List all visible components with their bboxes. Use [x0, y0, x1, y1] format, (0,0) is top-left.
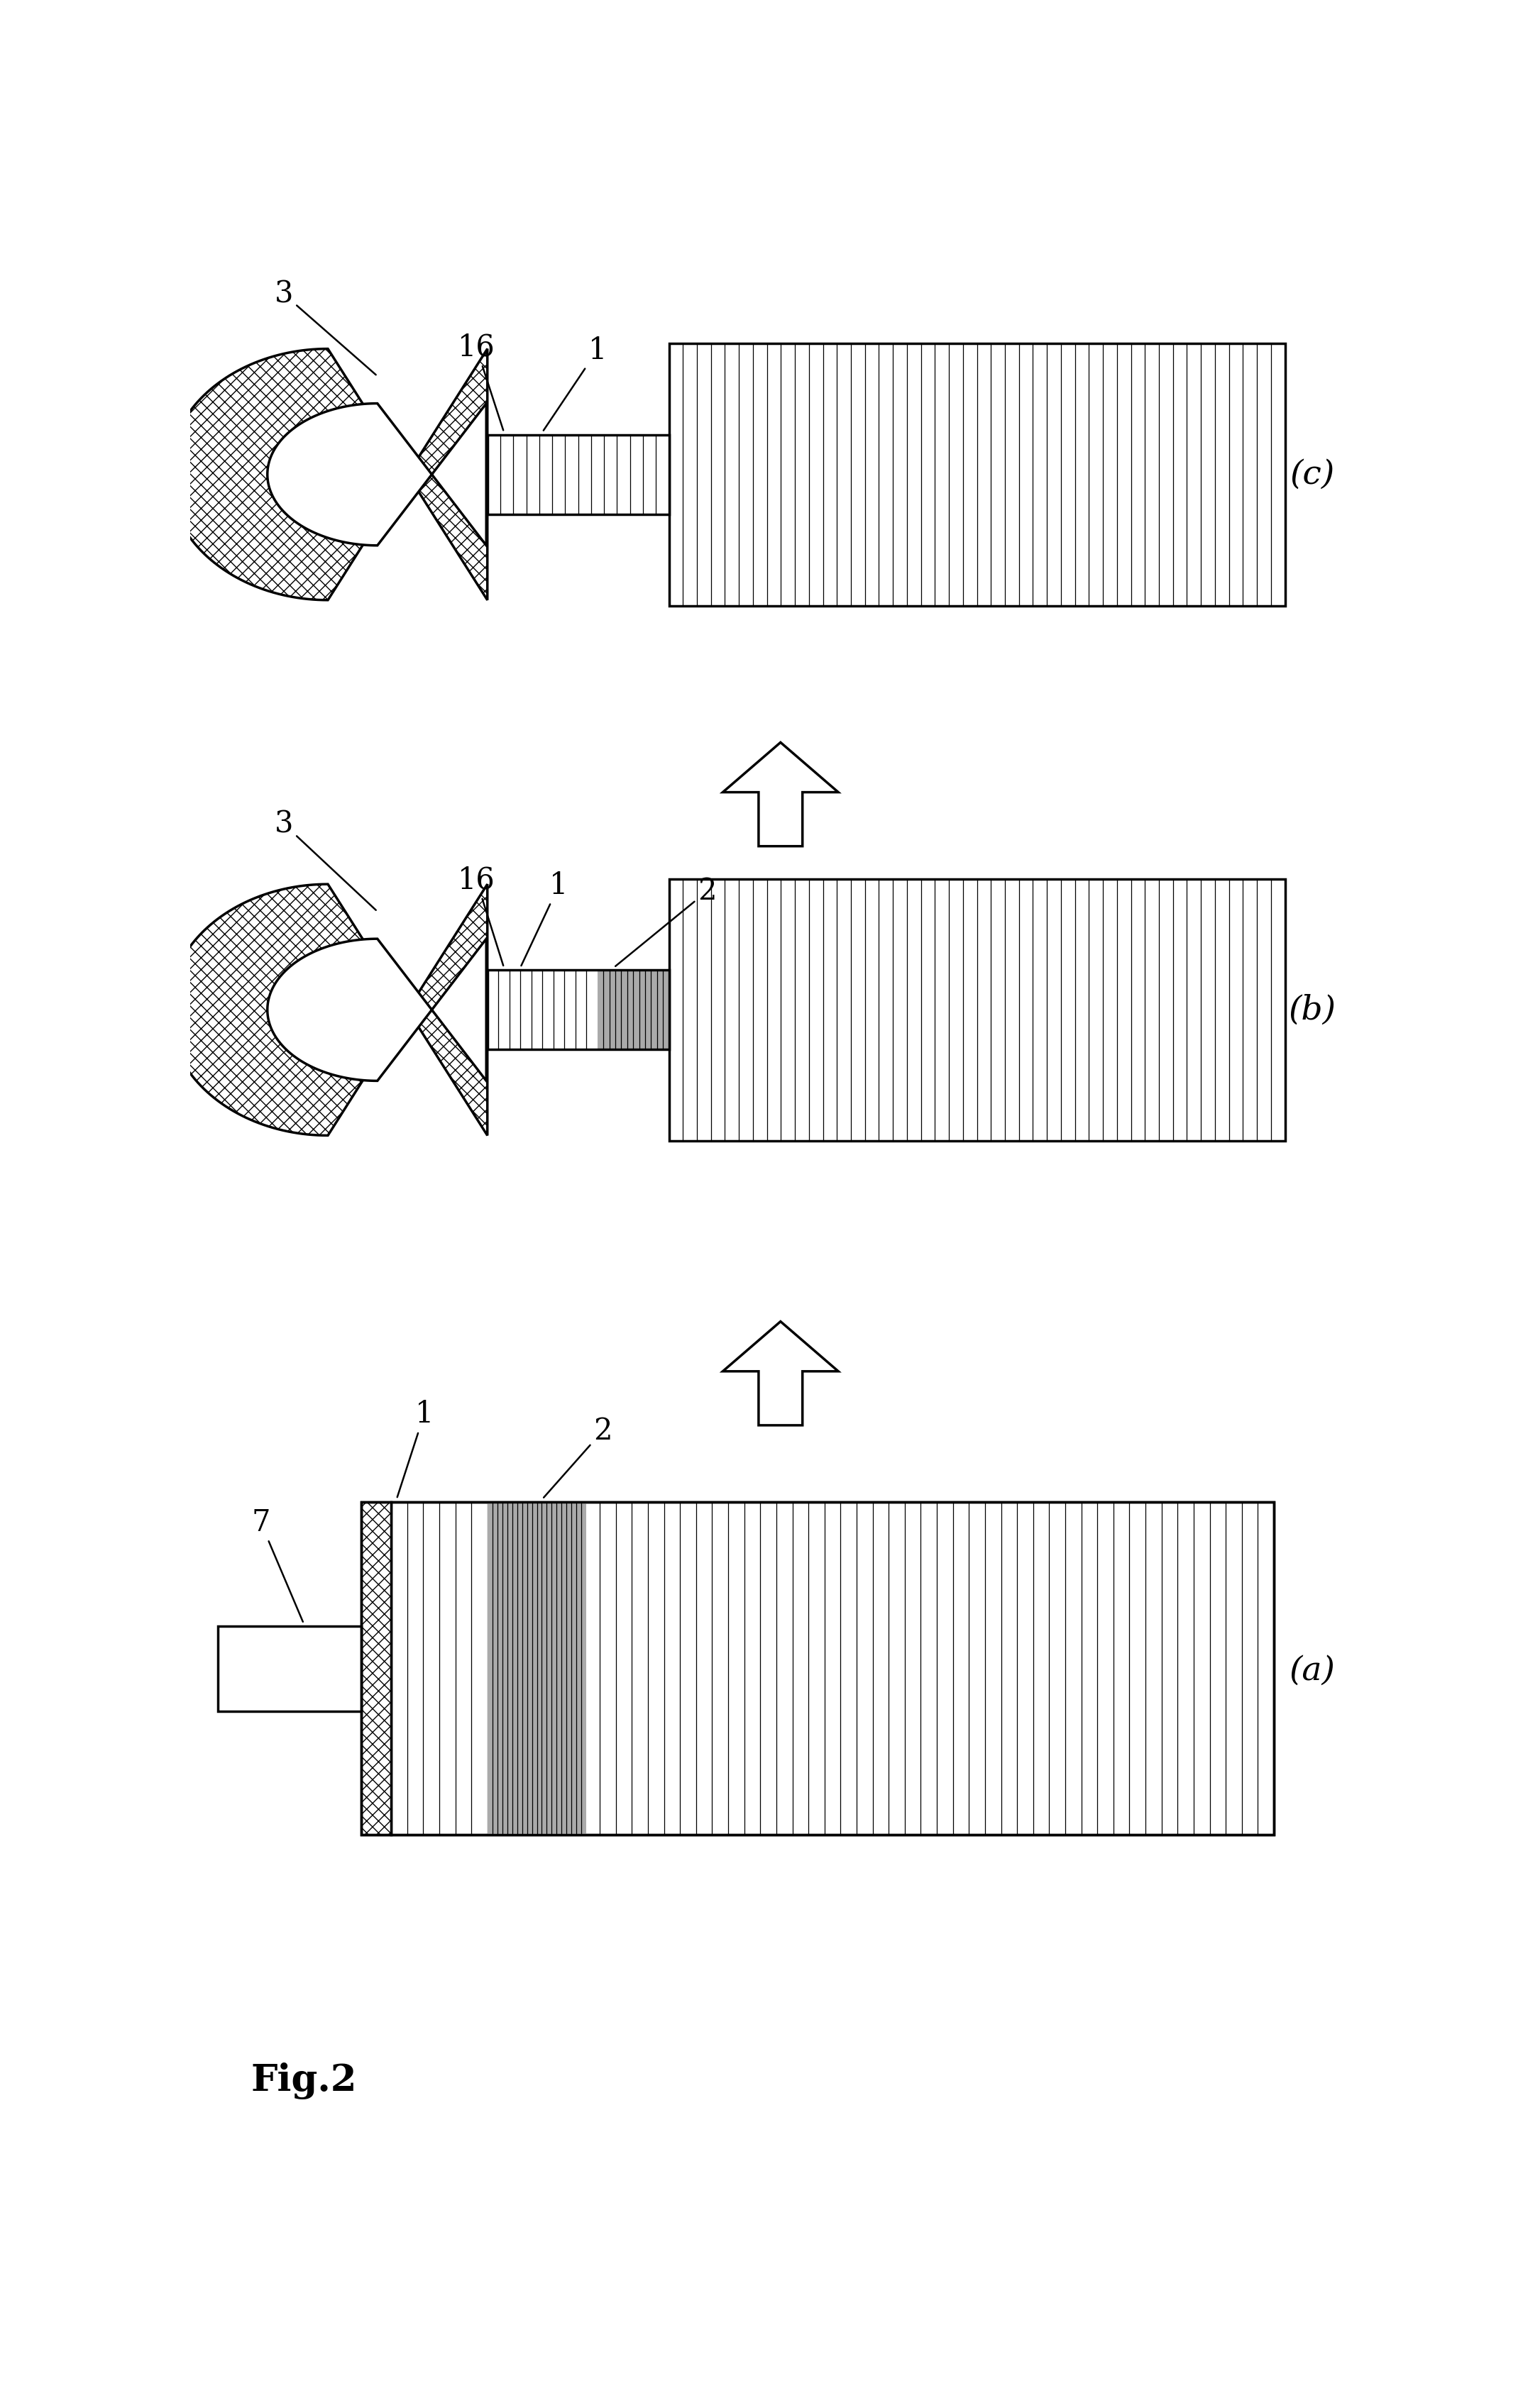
Bar [487, 970, 669, 1050]
Polygon shape [268, 405, 486, 547]
Bar [669, 344, 1285, 607]
Bar [361, 1503, 391, 1835]
Polygon shape [268, 939, 486, 1081]
Text: 2: 2 [615, 877, 717, 966]
Text: 16: 16 [458, 332, 503, 431]
Text: (a): (a) [1290, 1654, 1336, 1688]
Text: 2: 2 [544, 1416, 612, 1498]
Text: (b): (b) [1288, 995, 1336, 1026]
Text: 1: 1 [544, 335, 606, 431]
Bar [669, 879, 1285, 1141]
Polygon shape [169, 884, 487, 1137]
Text: (c): (c) [1290, 458, 1334, 491]
Polygon shape [723, 1322, 838, 1426]
Bar [361, 1503, 1273, 1835]
Text: 1: 1 [398, 1399, 434, 1498]
Text: 3: 3 [274, 279, 376, 376]
Bar [487, 436, 669, 513]
Bar [218, 1625, 361, 1712]
Bar [487, 970, 597, 1050]
Bar [487, 1503, 586, 1835]
Bar [391, 1503, 1273, 1835]
Text: Fig.2: Fig.2 [251, 2061, 356, 2100]
Polygon shape [723, 742, 838, 845]
Text: 3: 3 [274, 809, 376, 910]
Text: 1: 1 [521, 872, 568, 966]
Text: 7: 7 [251, 1507, 303, 1621]
Bar [597, 970, 669, 1050]
Polygon shape [169, 349, 487, 600]
Text: 16: 16 [458, 864, 503, 966]
